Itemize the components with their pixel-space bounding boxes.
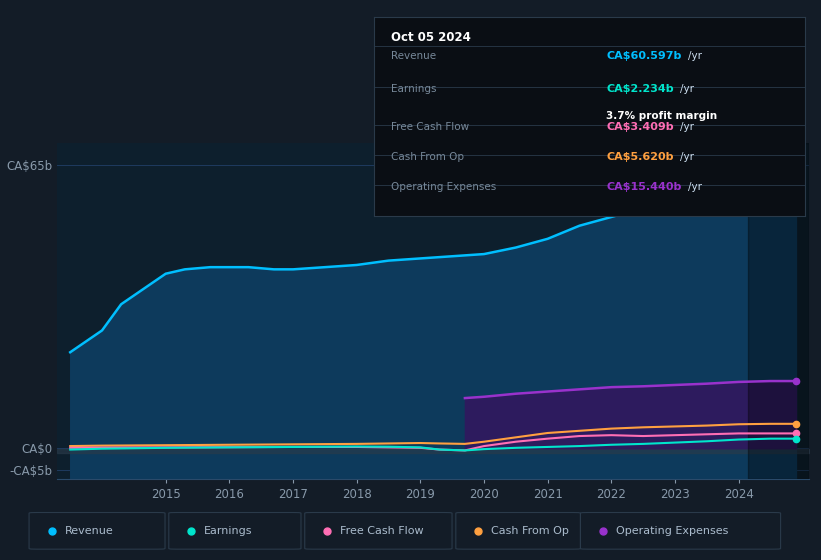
Text: 3.7% profit margin: 3.7% profit margin xyxy=(606,111,718,121)
Text: Operating Expenses: Operating Expenses xyxy=(616,526,728,535)
Text: Revenue: Revenue xyxy=(65,526,113,535)
Text: CA$2.234b: CA$2.234b xyxy=(606,85,674,95)
Text: CA$5.620b: CA$5.620b xyxy=(606,152,674,162)
Text: Revenue: Revenue xyxy=(391,50,436,60)
Text: Earnings: Earnings xyxy=(204,526,253,535)
Text: /yr: /yr xyxy=(681,85,695,95)
Text: /yr: /yr xyxy=(681,152,695,162)
Text: Cash From Op: Cash From Op xyxy=(491,526,569,535)
Text: CA$60.597b: CA$60.597b xyxy=(606,50,681,60)
Text: /yr: /yr xyxy=(688,182,702,192)
Text: Free Cash Flow: Free Cash Flow xyxy=(391,122,469,132)
Text: /yr: /yr xyxy=(681,122,695,132)
Bar xyxy=(748,143,809,479)
Text: Earnings: Earnings xyxy=(391,85,436,95)
Text: Free Cash Flow: Free Cash Flow xyxy=(340,526,424,535)
Text: /yr: /yr xyxy=(688,50,702,60)
Text: Operating Expenses: Operating Expenses xyxy=(391,182,496,192)
Text: CA$3.409b: CA$3.409b xyxy=(606,122,674,132)
Text: Oct 05 2024: Oct 05 2024 xyxy=(391,31,470,44)
Text: Cash From Op: Cash From Op xyxy=(391,152,464,162)
Text: CA$15.440b: CA$15.440b xyxy=(606,182,681,192)
